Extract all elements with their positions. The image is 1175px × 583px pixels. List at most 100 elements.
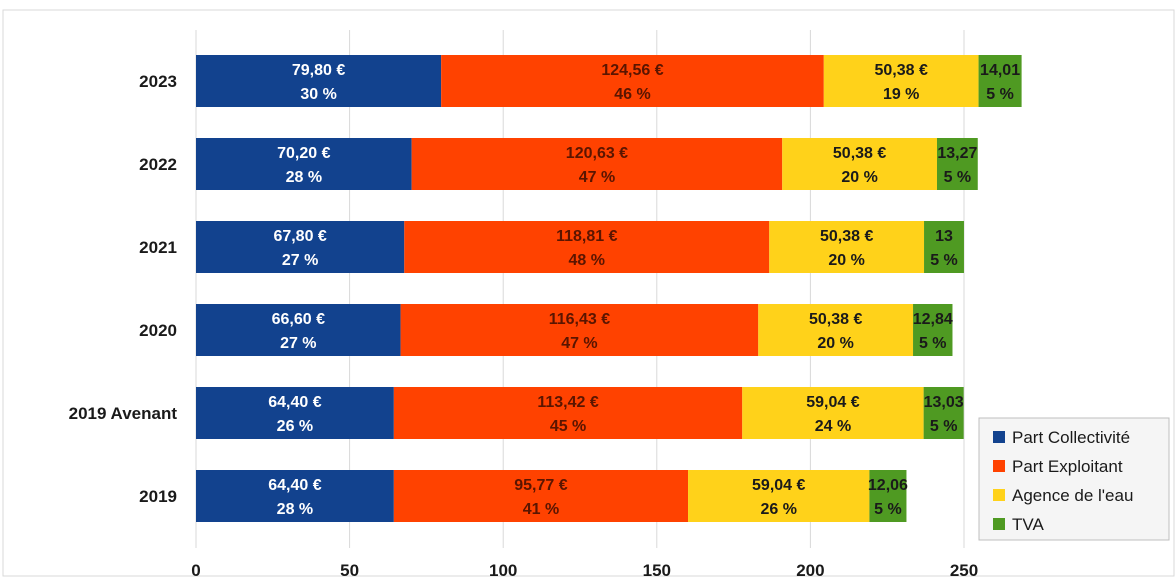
data-label-value: 50,38 € <box>820 228 873 245</box>
legend-swatch <box>993 518 1005 530</box>
x-tick-labels: 0 50 100 150 200 250 <box>191 561 978 580</box>
data-label-percent: 26 % <box>277 418 313 435</box>
data-label-value: 79,80 € <box>292 62 345 79</box>
bar-2021-series-1 <box>404 221 770 273</box>
bar-2021-series-3 <box>924 221 964 273</box>
data-label-percent: 5 % <box>986 86 1014 103</box>
data-label-percent: 5 % <box>919 335 947 352</box>
data-label-value: 64,40 € <box>268 394 321 411</box>
legend-entry-label: Part Exploitant <box>1012 457 1123 476</box>
data-label-percent: 27 % <box>282 252 318 269</box>
bar-2019-avenant-series-1 <box>393 387 743 439</box>
bar-2019-series-3 <box>869 470 907 522</box>
data-label-value: 50,38 € <box>809 311 862 328</box>
data-label-percent: 48 % <box>569 252 605 269</box>
bar-2019-avenant-series-3 <box>923 387 964 439</box>
data-label-percent: 5 % <box>944 169 972 186</box>
bar-2020-series-3 <box>913 304 953 356</box>
data-label-percent: 45 % <box>550 418 586 435</box>
category-label: 2019 Avenant <box>69 404 178 423</box>
legend-swatch <box>993 460 1005 472</box>
data-label-percent: 30 % <box>300 86 336 103</box>
data-label-percent: 26 % <box>760 501 796 518</box>
legend-entry-label: Agence de l'eau <box>1012 486 1133 505</box>
x-tick-label: 250 <box>950 561 978 578</box>
data-label-value: 95,77 € <box>514 477 567 494</box>
legend-entry-label: Part Collectivité <box>1012 428 1130 447</box>
legend-swatch <box>993 431 1005 443</box>
bar-2021-series-0 <box>196 221 405 273</box>
data-label-value: 70,20 € <box>277 145 330 162</box>
data-label-value: 12,84 <box>913 311 953 328</box>
data-label-percent: 47 % <box>579 169 615 186</box>
chart-border <box>2 9 1175 577</box>
bar-2023-series-3 <box>978 55 1022 107</box>
bar-2023-series-0 <box>196 55 442 107</box>
category-labels: 2023 2022 2021 2020 2019 Avenant 2019 <box>69 72 178 506</box>
bar-2020-series-0 <box>196 304 401 356</box>
bar-2022-series-2 <box>782 138 937 190</box>
data-label-value: 14,01 <box>980 62 1020 79</box>
data-label-value: 50,38 € <box>874 62 927 79</box>
x-tick-label: 200 <box>796 561 824 578</box>
data-label-value: 12,06 <box>868 477 908 494</box>
data-label-percent: 5 % <box>930 252 958 269</box>
data-label-value: 116,43 € <box>549 311 611 328</box>
data-label-percent: 24 % <box>815 418 851 435</box>
data-label-percent: 20 % <box>817 335 853 352</box>
category-label: 2019 <box>139 487 177 506</box>
data-label-value: 120,63 € <box>566 145 628 162</box>
data-label-value: 113,42 € <box>537 394 599 411</box>
bar-2022-series-0 <box>196 138 412 190</box>
bar-2019-series-2 <box>688 470 870 522</box>
data-label-value: 64,40 € <box>268 477 321 494</box>
x-tick-label: 150 <box>643 561 671 578</box>
category-label: 2020 <box>139 321 177 340</box>
data-label-value: 67,80 € <box>273 228 326 245</box>
bar-2023-series-2 <box>823 55 979 107</box>
category-label: 2022 <box>139 155 177 174</box>
bar-2019-avenant-series-2 <box>742 387 924 439</box>
data-label-value: 118,81 € <box>556 228 618 245</box>
data-label-value: 13,27 <box>937 145 977 162</box>
x-tick-label: 50 <box>340 561 359 578</box>
bar-2021-series-2 <box>769 221 925 273</box>
data-label-percent: 20 % <box>828 252 864 269</box>
data-label-percent: 28 % <box>286 169 322 186</box>
data-label-value: 124,56 € <box>601 62 663 79</box>
x-tick-label: 0 <box>191 561 200 578</box>
bar-2023-series-1 <box>441 55 824 107</box>
data-label-percent: 19 % <box>883 86 919 103</box>
bar-2022-series-3 <box>936 138 978 190</box>
data-label-percent: 47 % <box>561 335 597 352</box>
bar-2020-series-2 <box>758 304 914 356</box>
data-label-percent: 5 % <box>930 418 958 435</box>
data-label-percent: 27 % <box>280 335 316 352</box>
data-label-percent: 5 % <box>874 501 902 518</box>
category-label: 2023 <box>139 72 177 91</box>
data-label-percent: 41 % <box>523 501 559 518</box>
data-label-value: 66,60 € <box>272 311 325 328</box>
bars-group: 79,80 € 30 % 124,56 € 46 % 50,38 € 19 % 14,01 5… <box>196 55 1022 522</box>
legend-entry-label: TVA <box>1012 515 1044 534</box>
bar-2022-series-1 <box>411 138 783 190</box>
data-label-percent: 46 % <box>614 86 650 103</box>
legend-swatch <box>993 489 1005 501</box>
gridlines <box>195 30 965 548</box>
data-label-value: 13 <box>935 228 953 245</box>
bar-2020-series-1 <box>400 304 759 356</box>
data-label-percent: 20 % <box>841 169 877 186</box>
data-label-value: 59,04 € <box>752 477 805 494</box>
category-label: 2021 <box>139 238 177 257</box>
legend: Part Collectivité Part Exploitant Agence d… <box>978 417 1170 541</box>
bar-2019-series-1 <box>393 470 689 522</box>
data-label-value: 50,38 € <box>833 145 886 162</box>
bar-2019-avenant-series-0 <box>196 387 394 439</box>
data-label-value: 13,03 <box>924 394 964 411</box>
legend-box <box>978 417 1170 541</box>
data-label-percent: 28 % <box>277 501 313 518</box>
bar-2019-series-0 <box>196 470 394 522</box>
data-label-value: 59,04 € <box>806 394 859 411</box>
